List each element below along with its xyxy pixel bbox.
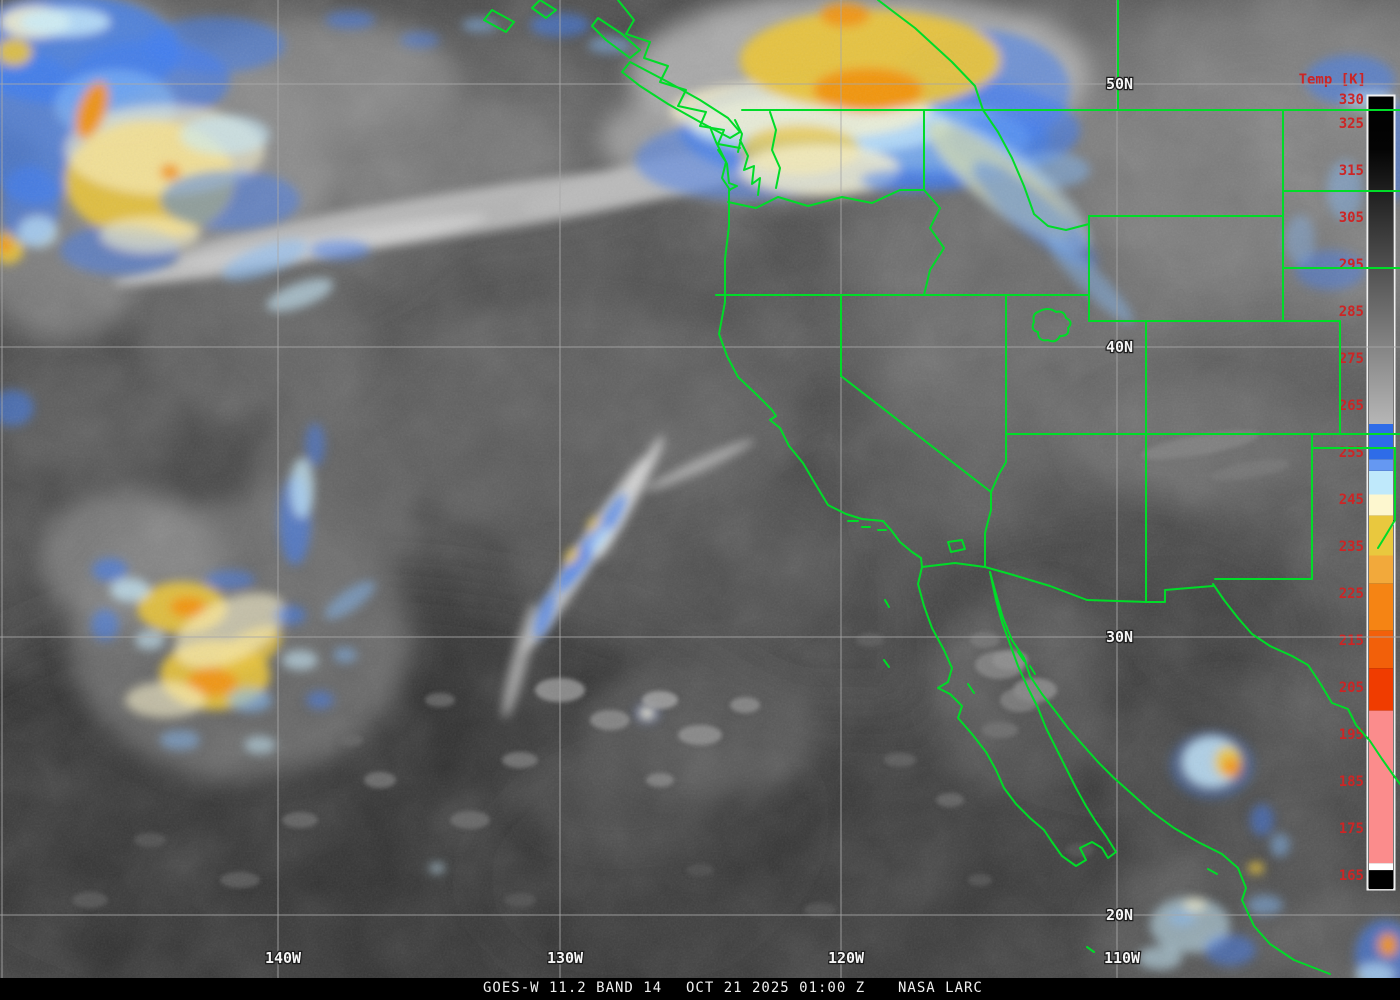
- baja-california-outline: [917, 566, 1117, 867]
- graticule-labels: 50N 40N 30N 20N 140W 130W 120W 110W: [264, 74, 1143, 969]
- colorbar-segment: [1369, 555, 1393, 584]
- vancouver-island: [621, 61, 741, 139]
- colorbar-segments: [1369, 97, 1393, 890]
- colorbar-ticks: 3303253153052952852752652552452352252152…: [1339, 92, 1364, 884]
- tx-ok-100w-red-river: [1377, 447, 1396, 549]
- colorbar-tick-label: 295: [1339, 257, 1364, 273]
- colorbar-segment: [1369, 710, 1393, 864]
- sonora-sinaloa-coastline: [989, 571, 1331, 975]
- colorado-river-border: [984, 433, 1007, 568]
- or-id-snake-border: [923, 189, 945, 296]
- colorbar-segment: [1369, 870, 1393, 890]
- ca-nv-border: [840, 294, 992, 493]
- gulf-islands: [1017, 651, 1036, 675]
- longitude-label: 110W: [1104, 949, 1141, 967]
- product-label: GOES-W 11.2 BAND 14: [483, 980, 663, 996]
- bc-alberta-border: [877, 0, 984, 111]
- rio-grande-border: [1212, 583, 1400, 785]
- idaho-montana-border: [982, 109, 1090, 231]
- pacific-islands: [883, 599, 1218, 953]
- colorbar-segment: [1369, 494, 1393, 516]
- latitude-label: 30N: [1106, 628, 1133, 646]
- us-mexico-border: [921, 562, 1214, 603]
- great-salt-lake: [1031, 308, 1072, 343]
- longitude-label: 140W: [265, 949, 302, 967]
- latitude-label: 40N: [1106, 338, 1133, 356]
- colorbar-tick-label: 205: [1339, 680, 1364, 696]
- state-country-borders: [483, 0, 1400, 975]
- latitude-label: 50N: [1106, 75, 1133, 93]
- colorbar-tick-label: 245: [1339, 492, 1364, 508]
- salton-sea: [947, 539, 966, 553]
- longitude-label: 120W: [828, 949, 865, 967]
- colorbar-tick-label: 235: [1339, 539, 1364, 555]
- channel-islands: [847, 520, 887, 531]
- colorbar-segment: [1369, 459, 1393, 471]
- colorbar-segment: [1369, 583, 1393, 631]
- colorbar-tick-label: 330: [1339, 92, 1364, 108]
- colorbar-segment: [1369, 630, 1393, 669]
- colorbar-tick-label: 265: [1339, 398, 1364, 414]
- nm-tx-border: [1214, 433, 1313, 580]
- colorbar-title: Temp [K]: [1299, 72, 1366, 88]
- longitude-label: 130W: [547, 949, 584, 967]
- colorbar-tick-label: 225: [1339, 586, 1364, 602]
- satellite-map: 3303253153052952852752652552452352252152…: [0, 0, 1400, 978]
- lat-lon-gridlines: [0, 0, 1400, 978]
- colorbar-tick-label: 315: [1339, 163, 1364, 179]
- colorbar-tick-label: 175: [1339, 821, 1364, 837]
- colorbar-segment: [1369, 863, 1393, 871]
- colorbar-segment: [1369, 515, 1393, 556]
- colorbar-segment: [1369, 97, 1393, 424]
- wa-or-columbia-border: [727, 189, 925, 209]
- colorbar-tick-label: 275: [1339, 351, 1364, 367]
- bc-islands: [483, 0, 641, 59]
- colorbar-tick-label: 325: [1339, 116, 1364, 132]
- bc-coast-fjords: [617, 0, 741, 149]
- credit-label: NASA LARC: [898, 980, 983, 996]
- colorbar-tick-label: 305: [1339, 210, 1364, 226]
- timestamp-label: OCT 21 2025 01:00 Z: [686, 980, 866, 996]
- colorbar-tick-label: 195: [1339, 727, 1364, 743]
- colorbar-tick-label: 215: [1339, 633, 1364, 649]
- colorbar-tick-label: 185: [1339, 774, 1364, 790]
- status-bar: GOES-W 11.2 BAND 14 OCT 21 2025 01:00 Z …: [0, 978, 1400, 1000]
- colorbar-segment: [1369, 424, 1393, 460]
- colorbar-segment: [1369, 668, 1393, 711]
- puget-sound-inlets: [717, 111, 781, 196]
- film-grain-texture: [0, 0, 1400, 978]
- colorbar-tick-label: 285: [1339, 304, 1364, 320]
- colorbar-tick-label: 165: [1339, 868, 1364, 884]
- latitude-label: 20N: [1106, 906, 1133, 924]
- colorbar-segment: [1369, 471, 1393, 495]
